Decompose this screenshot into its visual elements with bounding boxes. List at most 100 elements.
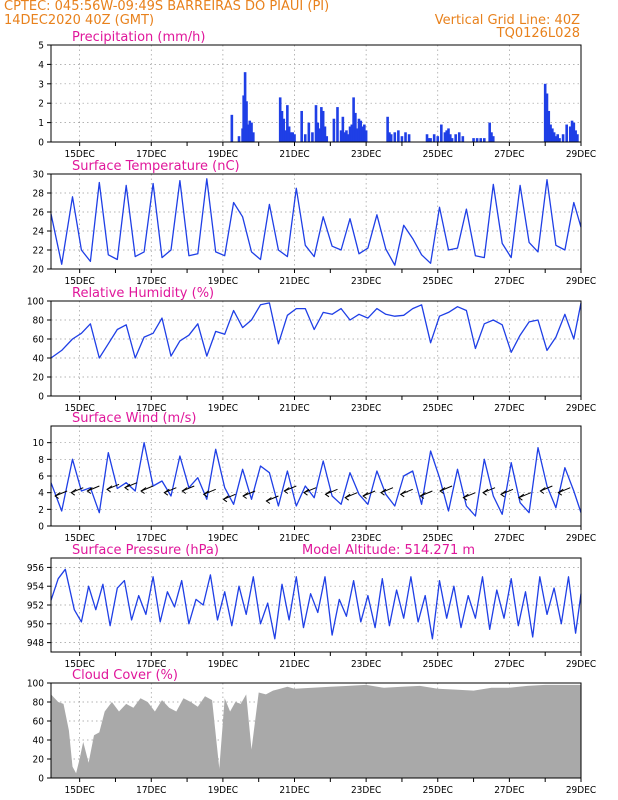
wind-y-tick-label: 8 <box>38 455 44 466</box>
pres-y-axis: 948 950 952 954 956 <box>27 563 51 649</box>
cloud-area <box>51 684 581 778</box>
precip-y-tick-label: 2 <box>38 99 44 110</box>
pres-x-tick-label: 25DEC <box>423 659 453 670</box>
precip-x-tick-label: 15DEC <box>64 149 94 160</box>
temp-frame <box>50 173 582 270</box>
precip-bar <box>558 138 561 142</box>
pres-y-tick-label: 950 <box>27 619 44 630</box>
cloud-y-tick-label: 20 <box>33 755 45 766</box>
cloud-x-tick-label: 29DEC <box>566 785 596 796</box>
precip-bar <box>359 120 363 142</box>
rh-x-tick-label: 25DEC <box>423 403 453 414</box>
precip-bar <box>427 138 431 142</box>
temp-y-axis: 20 22 24 26 28 30 <box>33 170 51 276</box>
wind-y-tick-label: 4 <box>38 488 44 499</box>
rh-y-tick-label: 100 <box>27 297 44 308</box>
wind-arrow-head <box>482 488 489 496</box>
rh-x-tick-label: 19DEC <box>208 403 238 414</box>
precip-bar <box>457 132 461 142</box>
wind-arrow-head <box>500 490 507 498</box>
rh-frame <box>50 300 582 397</box>
temp-line <box>50 178 582 266</box>
precip-bar <box>325 136 329 142</box>
precip-bar <box>432 134 436 142</box>
cloud-y-tick-label: 100 <box>27 679 44 690</box>
temp-x-tick-label: 15DEC <box>64 276 94 287</box>
rh-y-tick-label: 20 <box>33 373 45 384</box>
temp-x-tick-label: 19DEC <box>208 276 238 287</box>
wind-x-tick-label: 15DEC <box>64 533 94 544</box>
temp-y-tick-label: 30 <box>33 170 45 181</box>
wind-x-tick-label: 23DEC <box>351 533 381 544</box>
temp-y-tick-label: 26 <box>33 208 45 219</box>
wind-panel-title: Surface Wind (m/s) <box>72 411 196 426</box>
precip-bar <box>436 136 440 142</box>
precip-bar <box>284 130 287 142</box>
cloud-x-tick-label: 23DEC <box>351 785 381 796</box>
header: CPTEC: 045:56W-09:49S BARREIRAS DO PIAUI… <box>4 0 580 41</box>
wind-arrow-head <box>163 488 170 496</box>
panel-wind: Surface Wind (m/s) 0 2 4 6 8 10 15DEC 17DEC 19DEC… <box>33 411 597 544</box>
precip-bar <box>363 124 366 142</box>
pres-panel-title: Surface Pressure (hPa) <box>72 543 219 558</box>
temp-x-tick-label: 17DEC <box>136 276 166 287</box>
precip-bar <box>339 130 343 142</box>
precip-bar <box>475 138 479 142</box>
cloud-y-tick-label: 80 <box>33 698 45 709</box>
precip-x-tick-label: 25DEC <box>423 149 453 160</box>
precip-bar <box>393 132 397 142</box>
wind-arrow-head <box>222 495 229 503</box>
precip-bar <box>321 110 325 142</box>
wind-x-tick-label: 29DEC <box>566 533 596 544</box>
precip-bar <box>490 132 493 142</box>
header-station-line: CPTEC: 045:56W-09:49S BARREIRAS DO PIAUI… <box>4 0 329 14</box>
precip-bar <box>549 124 552 142</box>
precip-bar <box>425 134 429 142</box>
precip-x-tick-label: 23DEC <box>351 149 381 160</box>
precip-bar <box>311 132 314 142</box>
precip-bar <box>320 107 323 142</box>
precip-panel-title: Precipitation (mm/h) <box>72 30 205 45</box>
precip-bar <box>346 134 350 142</box>
precip-bar <box>289 132 293 142</box>
precip-bar <box>278 97 282 142</box>
temp-x-tick-label: 29DEC <box>566 276 596 287</box>
precip-bar <box>576 134 579 142</box>
wind-y-tick-label: 2 <box>38 505 44 516</box>
rh-y-tick-label: 80 <box>33 316 45 327</box>
precip-bar <box>404 132 407 142</box>
panel-rh: Relative Humidity (%) 0 20 40 60 80 100 15DEC 17… <box>27 286 596 414</box>
wind-y-tick-label: 0 <box>38 522 44 533</box>
precip-bar <box>443 132 447 142</box>
header-date-line: 14DEC2020 40Z (GMT) <box>4 13 154 28</box>
wind-arrow-head <box>539 487 546 494</box>
pres-annotation: Model Altitude: 514.271 m <box>302 543 475 558</box>
precip-bar <box>386 116 389 142</box>
precip-bar <box>243 72 247 142</box>
wind-arrow-head <box>140 487 147 494</box>
precip-bar <box>318 128 321 142</box>
precip-bar <box>397 130 400 142</box>
precip-bar <box>242 95 245 142</box>
precip-bar <box>554 136 558 142</box>
precip-y-axis: 0 1 2 3 4 5 <box>38 41 51 149</box>
precip-bar <box>237 136 241 142</box>
precip-bar <box>314 105 318 142</box>
cloud-x-tick-label: 19DEC <box>208 785 238 796</box>
precip-bar <box>291 132 295 142</box>
wind-x-tick-label: 27DEC <box>494 533 524 544</box>
precip-bar <box>491 136 495 142</box>
precip-bar <box>286 105 289 142</box>
pres-x-tick-label: 27DEC <box>494 659 524 670</box>
wind-arrow-head <box>362 492 369 499</box>
precip-bar <box>545 93 549 142</box>
cloud-x-tick-label: 17DEC <box>136 785 166 796</box>
wind-arrow-head <box>242 492 249 499</box>
pres-y-tick-label: 948 <box>27 638 44 649</box>
precip-bar <box>364 130 368 142</box>
precip-x-tick-label: 21DEC <box>279 149 309 160</box>
precip-bar <box>407 134 411 142</box>
wind-arrow-head <box>265 497 272 504</box>
precip-x-tick-label: 19DEC <box>208 149 238 160</box>
wind-x-tick-label: 25DEC <box>423 533 453 544</box>
